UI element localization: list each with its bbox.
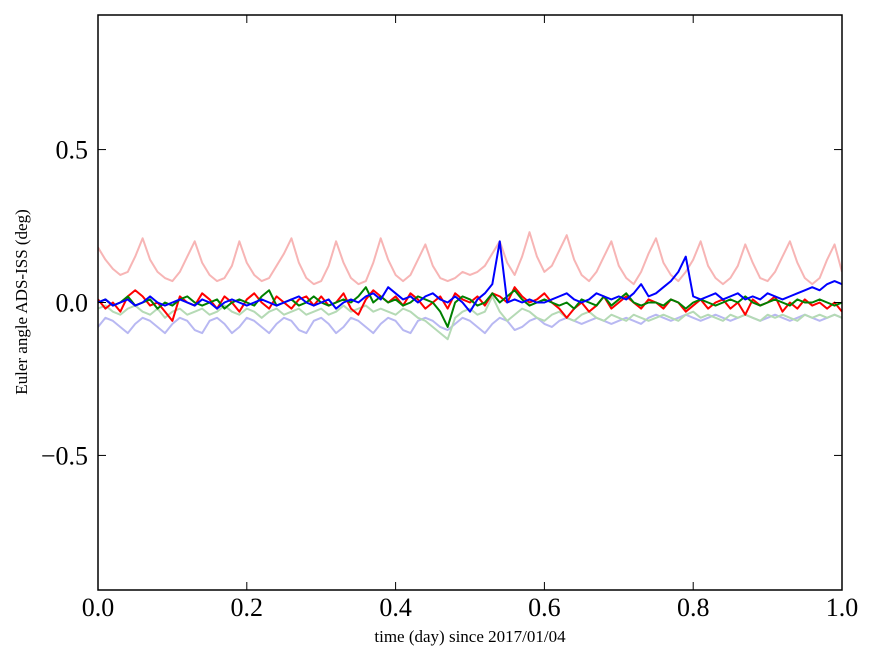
x-tick-label: 0.2 bbox=[231, 593, 264, 622]
y-tick-label: 0.0 bbox=[56, 289, 89, 318]
plot-lines bbox=[98, 231, 842, 341]
series-line bbox=[98, 295, 842, 341]
series-line bbox=[98, 286, 842, 322]
x-tick-label: 1.0 bbox=[826, 593, 859, 622]
y-tick-label: −0.5 bbox=[41, 441, 88, 470]
x-axis-label: time (day) since 2017/01/04 bbox=[374, 627, 566, 646]
y-axis-label: Euler angle ADS-ISS (deg) bbox=[12, 209, 31, 395]
series-line bbox=[98, 313, 842, 335]
y-tick-label: 0.5 bbox=[56, 136, 89, 165]
x-tick-label: 0.6 bbox=[528, 593, 561, 622]
series-line bbox=[98, 240, 842, 313]
x-tick-label: 0.8 bbox=[677, 593, 710, 622]
x-tick-label: 0.4 bbox=[379, 593, 412, 622]
x-tick-label: 0.0 bbox=[82, 593, 115, 622]
series-line bbox=[98, 231, 842, 286]
